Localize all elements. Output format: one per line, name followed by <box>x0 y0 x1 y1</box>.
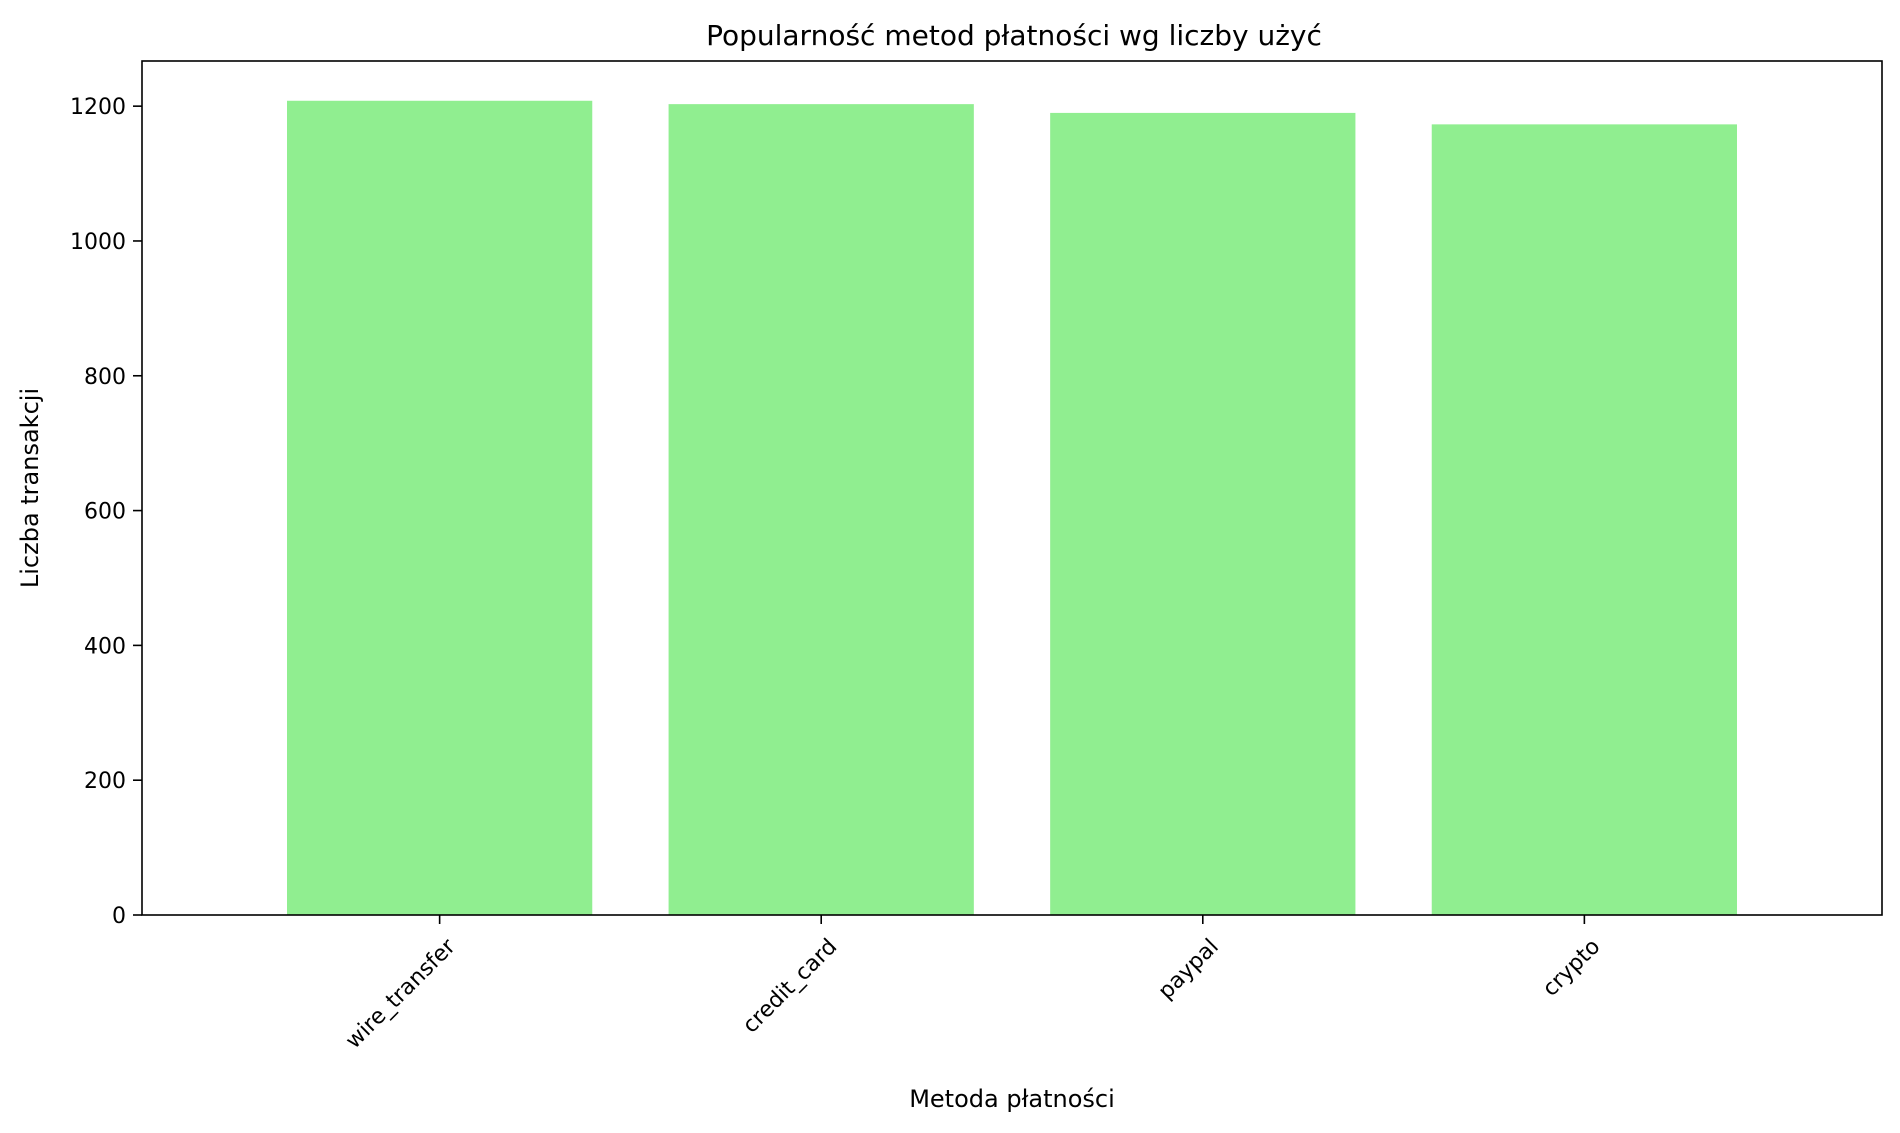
y-axis-label: Liczba transakcji <box>16 388 44 588</box>
y-tick-label: 200 <box>84 769 126 794</box>
y-tick-label: 400 <box>84 634 126 659</box>
x-tick-label-credit-card: credit_card <box>738 934 842 1038</box>
bar-paypal <box>1050 112 1356 915</box>
y-tick-label: 0 <box>112 904 126 929</box>
y-tick-label: 800 <box>84 365 126 390</box>
plot-frame <box>141 60 1883 916</box>
bar-credit-card <box>668 104 974 915</box>
x-axis-ticks: wire_transfer credit_card paypal crypto <box>341 915 1605 1054</box>
x-tick-label-wire-transfer: wire_transfer <box>341 934 461 1054</box>
bar-crypto <box>1431 124 1737 915</box>
bar-wire-transfer <box>287 100 593 916</box>
bars-layer <box>287 100 1737 916</box>
y-axis-ticks: 0 200 400 600 800 1000 1200 <box>70 95 142 929</box>
x-tick-label-crypto: crypto <box>1538 934 1605 1001</box>
y-tick-label: 1200 <box>70 95 126 120</box>
x-tick-label-paypal: paypal <box>1154 934 1224 1004</box>
y-tick-label: 600 <box>84 500 126 525</box>
x-axis-label: Metoda płatności <box>909 1085 1115 1113</box>
y-tick-label: 1000 <box>70 230 126 255</box>
chart-title: Popularność metod płatności wg liczby uż… <box>706 19 1322 52</box>
